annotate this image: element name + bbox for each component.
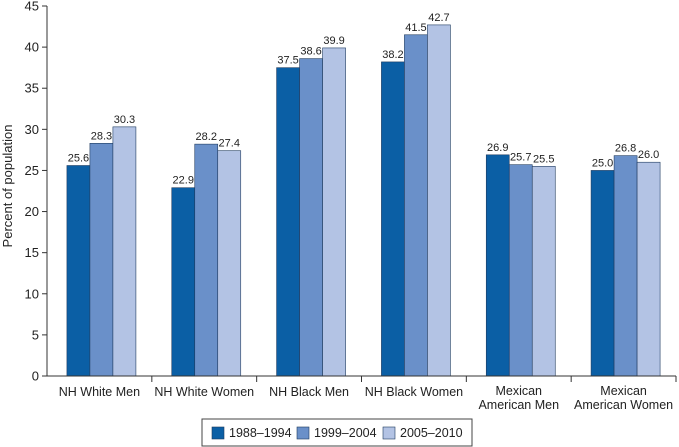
- bar: [217, 150, 242, 377]
- bar: [89, 143, 114, 377]
- legend-label: 1988–1994: [229, 426, 292, 440]
- data-label: 28.3: [91, 130, 112, 142]
- data-label: 25.7: [510, 152, 531, 164]
- y-axis-title: Percent of population: [0, 125, 15, 248]
- bar: [112, 126, 137, 377]
- x-category-label: NH White Women: [154, 385, 254, 399]
- bars: [66, 24, 661, 377]
- bar: [171, 187, 196, 377]
- bar: [590, 170, 615, 377]
- y-tick-label: 10: [25, 286, 39, 301]
- y-tick-label: 40: [25, 40, 39, 55]
- y-tick-label: 20: [25, 204, 39, 219]
- bar: [531, 166, 556, 377]
- bar: [485, 154, 510, 377]
- bar: [636, 161, 661, 377]
- legend: 1988–1994 1999–2004 2005–2010: [201, 418, 473, 447]
- y-axis: 0 5 10 15 20 25 30 35 40 45: [25, 0, 48, 384]
- bar: [613, 155, 638, 377]
- bar: [404, 34, 428, 377]
- data-label: 26.8: [615, 143, 636, 155]
- y-tick-label: 0: [32, 369, 39, 384]
- bar: [66, 165, 91, 377]
- bar: [299, 58, 323, 377]
- data-label: 42.7: [428, 12, 449, 24]
- data-label: 25.6: [68, 153, 89, 165]
- x-category-label: NH White Men: [59, 385, 140, 399]
- bar: [381, 61, 405, 377]
- bar: [276, 67, 300, 377]
- y-tick-label: 35: [25, 81, 39, 96]
- bar: [508, 164, 533, 377]
- data-label: 41.5: [405, 22, 426, 34]
- data-label: 30.3: [114, 114, 135, 126]
- data-label: 38.6: [300, 46, 321, 58]
- data-label: 25.5: [533, 153, 554, 165]
- legend-swatch: [382, 426, 396, 440]
- x-category-label: Mexican American Women: [574, 384, 673, 412]
- data-label: 28.2: [196, 131, 217, 143]
- y-tick-label: 15: [25, 245, 39, 260]
- data-labels: 25.628.330.3 22.9 28.227.4 37.538.639.9 38.2…: [68, 12, 660, 187]
- legend-label: 1999–2004: [314, 426, 377, 440]
- bar: [194, 143, 219, 377]
- data-label: 25.0: [592, 157, 613, 169]
- legend-swatch: [211, 426, 225, 440]
- y-tick-label: 30: [25, 122, 39, 137]
- data-label: 27.4: [219, 138, 240, 150]
- x-category-label: NH Black Men: [269, 385, 349, 399]
- bar: [427, 24, 451, 377]
- bar: [322, 47, 346, 377]
- data-label: 22.9: [173, 175, 194, 187]
- x-axis: NH White Men NH White Women NH Black Men NH…: [47, 375, 677, 412]
- legend-swatch: [296, 426, 310, 440]
- data-label: 26.0: [638, 149, 659, 161]
- x-category-label: Mexican American Men: [478, 384, 559, 412]
- data-label: 26.9: [487, 142, 508, 154]
- data-label: 39.9: [323, 35, 344, 47]
- legend-box: [201, 418, 473, 447]
- data-label: 38.2: [382, 49, 403, 61]
- y-tick-label: 5: [32, 327, 39, 342]
- legend-label: 2005–2010: [400, 426, 463, 440]
- y-tick-label: 25: [25, 163, 39, 178]
- data-label: 37.5: [277, 55, 298, 67]
- y-tick-label: 45: [25, 0, 39, 14]
- x-category-label: NH Black Women: [365, 385, 463, 399]
